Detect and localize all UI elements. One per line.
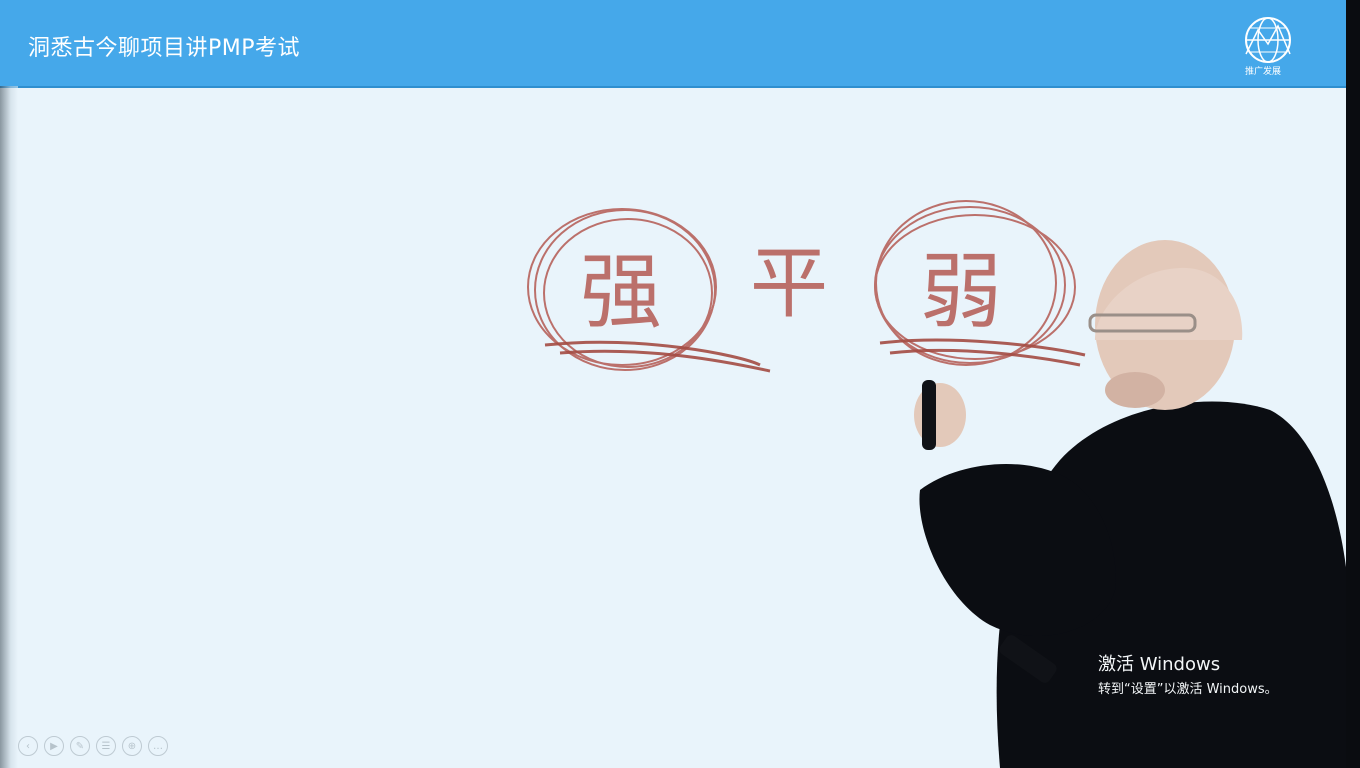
slide-header: 洞悉古今聊项目讲PMP考试 推广发展 <box>0 0 1360 88</box>
ink-char-strong: 强 <box>580 245 662 340</box>
globe-logo-icon <box>1245 17 1291 63</box>
zoom-icon[interactable]: ⊕ <box>122 736 142 756</box>
settings-icon[interactable]: ☰ <box>96 736 116 756</box>
logo-caption: 推广发展 <box>1245 67 1282 77</box>
play-icon[interactable]: ▶ <box>44 736 64 756</box>
player-controls: ‹ ▶ ✎ ☰ ⊕ … <box>18 736 168 756</box>
prev-icon[interactable]: ‹ <box>18 736 38 756</box>
ink-circle-left <box>527 208 717 371</box>
ink-char-weak: 弱 <box>920 245 1002 340</box>
activation-title: 激活 Windows <box>1098 654 1221 675</box>
right-edge-border <box>1346 0 1360 768</box>
ink-char-balanced: 平 <box>750 239 828 329</box>
ink-underline <box>544 338 1086 373</box>
activation-subtitle: 转到“设置”以激活 Windows。 <box>1098 682 1278 697</box>
windows-activation-watermark: 激活 Windows 转到“设置”以激活 Windows。 <box>1098 650 1278 697</box>
ink-circle-right <box>874 200 1076 366</box>
presenter <box>914 240 1350 768</box>
whiteboard-ink: 强 平 弱 <box>527 200 1086 373</box>
left-edge-shadow <box>0 86 18 768</box>
pen-icon[interactable]: ✎ <box>70 736 90 756</box>
more-icon[interactable]: … <box>148 736 168 756</box>
slide-title: 洞悉古今聊项目讲PMP考试 <box>28 36 301 61</box>
